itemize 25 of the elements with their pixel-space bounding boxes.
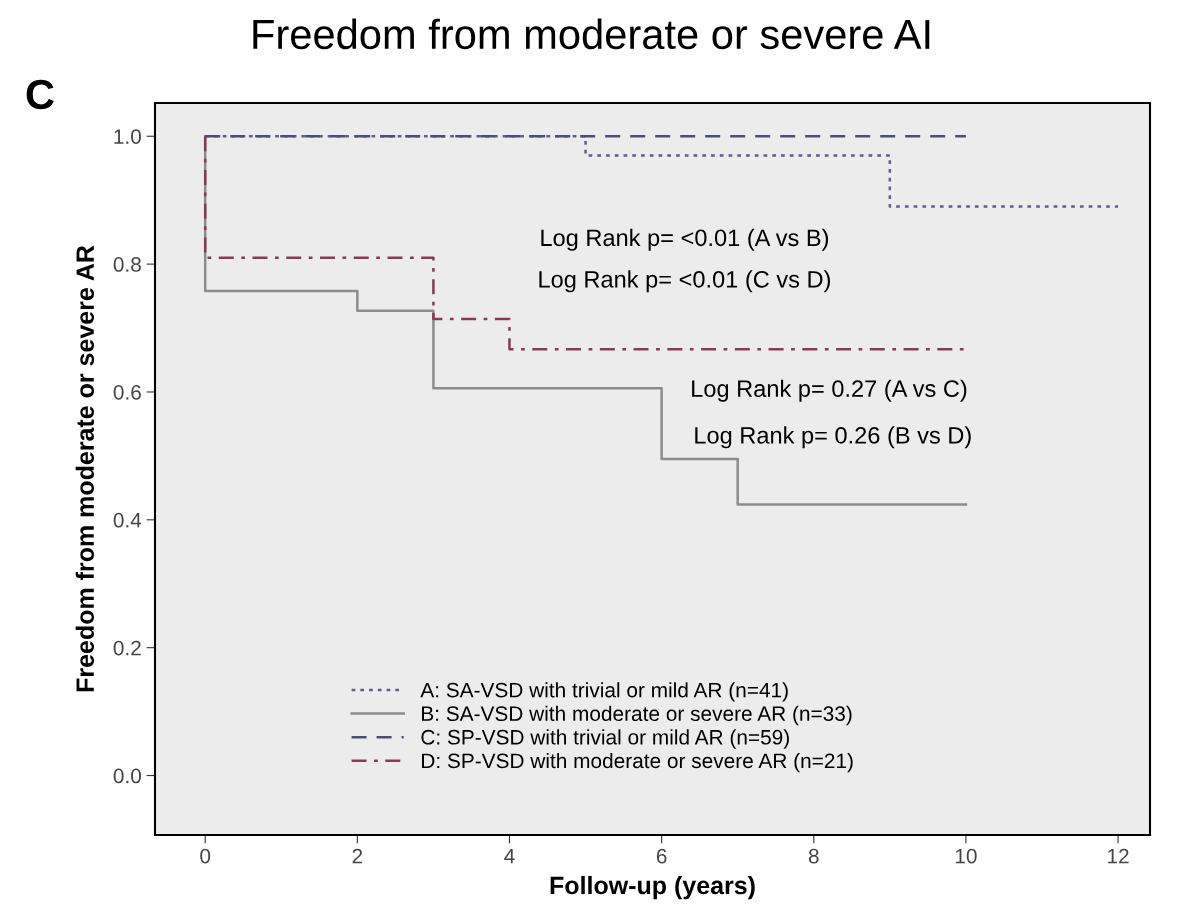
- legend-label: B: SA-VSD with moderate or severe AR (n=33): [422, 705, 852, 726]
- annotation: Log Rank p= 0.26 (B vs D): [695, 426, 971, 449]
- annotation: Log Rank p= <0.01 (A vs B): [541, 228, 829, 251]
- y-tick-label: 0.6: [113, 384, 141, 400]
- annotation: Log Rank p= <0.01 (C vs D): [539, 270, 830, 293]
- annotation: Log Rank p= 0.27 (A vs C): [692, 379, 967, 402]
- legend-label: D: SP-VSD with moderate or severe AR (n=21): [422, 752, 853, 773]
- y-tick-label: 1.0: [114, 129, 141, 144]
- x-axis-title: Follow-up (years): [550, 875, 755, 900]
- y-tick-label: 0.8: [113, 257, 141, 272]
- chart-title: Freedom from moderate or severe AI: [253, 18, 930, 50]
- y-tick-label: 0.0: [113, 768, 141, 784]
- x-tick-label: 2: [352, 848, 363, 864]
- x-tick-label: 4: [504, 848, 515, 864]
- text: C: [26, 79, 54, 110]
- x-tick-label: 10: [955, 848, 977, 864]
- y-tick-label: 0.4: [113, 512, 142, 528]
- legend-label: A: SA-VSD with trivial or mild AR (n=41): [420, 682, 788, 702]
- x-tick-label: 6: [656, 848, 667, 864]
- y-axis-title: Freedom from moderate or severe AR: [75, 245, 95, 692]
- x-tick-label: 12: [1108, 848, 1129, 864]
- y-tick-label: 0.2: [113, 640, 141, 656]
- x-tick-label: 0: [200, 848, 211, 864]
- x-tick-label: 8: [808, 848, 819, 864]
- legend-label: C: SP-VSD with trivial or mild AR (n=59): [421, 729, 789, 749]
